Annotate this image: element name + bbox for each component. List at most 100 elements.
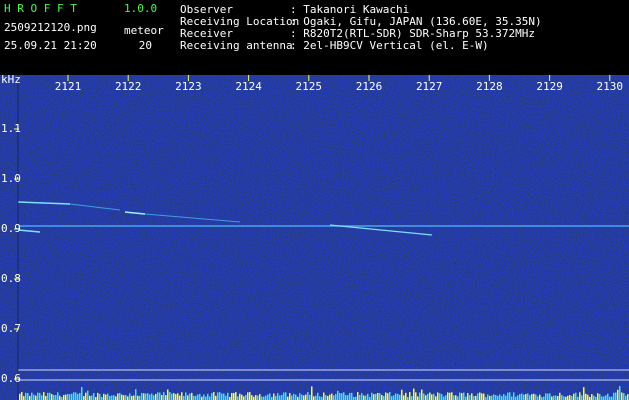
spectrum-bar (481, 393, 483, 400)
spectrum-bar (341, 393, 343, 400)
spectrum-bar (597, 393, 599, 400)
info-label: Receiving Location (180, 15, 299, 28)
spectrum-bar (121, 394, 123, 400)
spectrum-bar (221, 393, 223, 400)
spectrum-bar (425, 395, 427, 400)
spectrum-bar (429, 392, 431, 400)
info-label: Observer (180, 3, 233, 16)
spectrum-bar (85, 392, 87, 400)
info-label: Receiver (180, 27, 233, 40)
spectrum-bar (243, 396, 245, 400)
spectrum-bar (167, 389, 169, 400)
spectrum-bar (189, 393, 191, 400)
spectrum-bar (395, 393, 397, 400)
spectrum-bar (397, 393, 399, 400)
spectrum-bar (565, 396, 567, 400)
spectrum-bar (41, 395, 43, 400)
spectrum-bar (545, 393, 547, 400)
spectrum-bar (103, 393, 105, 400)
spectrum-bar (509, 392, 511, 400)
spectrum-bar (627, 394, 629, 400)
spectrum-bar (163, 392, 165, 400)
spectrum-bar (253, 396, 255, 400)
spectrum-bar (161, 394, 163, 400)
y-tick-label: 1.1 (1, 122, 21, 135)
count-label: meteor (124, 24, 164, 37)
spectrum-bar (183, 395, 185, 400)
spectrum-bar (327, 395, 329, 400)
spectrum-bar (569, 395, 571, 400)
spectrum-bar (417, 396, 419, 400)
spectrum-bar (143, 393, 145, 400)
spectrum-bar (261, 396, 263, 400)
spectrum-bar (175, 394, 177, 400)
spectrum-bar (257, 395, 259, 400)
spectrum-bar (31, 392, 33, 400)
spectrum-bar (355, 396, 357, 400)
spectrum-bar (237, 396, 239, 400)
spectrum-bar (533, 393, 535, 400)
spectrum-bar (123, 395, 125, 400)
spectrum-bar (141, 392, 143, 400)
spectrum-bar (301, 394, 303, 400)
spectrum-bar (571, 395, 573, 400)
spectrum-bar (611, 396, 613, 400)
spectrum-bar (145, 393, 147, 400)
spectrum-bar (523, 394, 525, 400)
spectrum-bar (431, 394, 433, 400)
spectrum-bar (323, 392, 325, 400)
spectrum-bar (519, 394, 521, 400)
spectrum-bar (227, 392, 229, 400)
spectrum-bar (625, 395, 627, 400)
spectrum-bar (51, 394, 53, 400)
spectrum-bar (415, 392, 417, 400)
spectrum-bar (599, 393, 601, 400)
spectrum-bar (435, 396, 437, 400)
y-tick-label: 0.8 (1, 272, 21, 285)
spectrum-bar (539, 394, 541, 400)
spectrum-bar (351, 392, 353, 400)
spectrum-bar (609, 396, 611, 400)
spectrum-bar (235, 392, 237, 400)
spectrum-bar (249, 392, 251, 400)
spectrum-bar (247, 392, 249, 400)
spectrum-bar (279, 395, 281, 400)
spectrum-bar (499, 394, 501, 400)
spectrum-bar (401, 389, 403, 400)
meteor-streak (144, 213, 241, 223)
spectrum-bar (445, 395, 447, 400)
spectrum-bar (197, 394, 199, 400)
spectrum-bar (501, 396, 503, 400)
spectrum-bar (79, 392, 81, 400)
spectrum-bar (607, 393, 609, 400)
spectrum-bar (559, 392, 561, 400)
spectrum-bar (361, 393, 363, 400)
spectrum-bar (37, 392, 39, 400)
spectrum-bar (21, 392, 23, 400)
spectrum-bar (331, 393, 333, 400)
spectrum-bar (115, 396, 117, 400)
spectrum-bar (99, 394, 101, 400)
spectrum-bar (319, 396, 321, 400)
spectrum-bar (357, 392, 359, 400)
spectrum-bar (317, 392, 319, 400)
spectrum-bar (195, 395, 197, 400)
spectrum-bar (231, 392, 233, 400)
spectrum-bar (433, 393, 435, 400)
spectrum-bar (443, 396, 445, 400)
spectrum-bar (179, 395, 181, 400)
spectrum-bar (455, 395, 457, 400)
spectrum-bar (199, 393, 201, 400)
spectrum-bar (337, 390, 339, 400)
spectrum-bar (421, 389, 423, 400)
spectrum-bar (453, 395, 455, 400)
spectrum-bar (363, 395, 365, 400)
spectrum-bar (211, 393, 213, 400)
spectrum-bar (97, 392, 99, 400)
spectrum-bar (579, 392, 581, 400)
spectrum-bar (23, 396, 25, 400)
spectrum-bar (157, 392, 159, 400)
spectrum-bar (585, 393, 587, 400)
x-tick-label: 2129 (536, 80, 563, 93)
